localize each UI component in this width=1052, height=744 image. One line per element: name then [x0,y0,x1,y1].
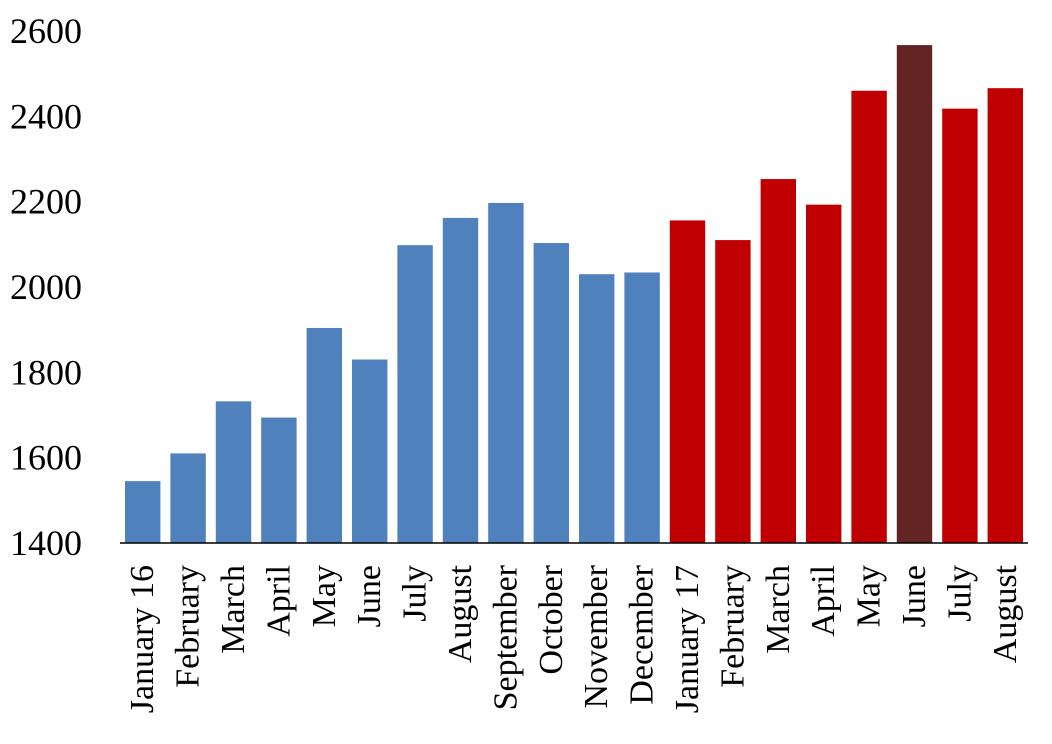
x-tick-label: December [624,564,661,704]
bar-11 [624,272,660,543]
x-tick-label: July [941,565,978,622]
x-tick-label: February [170,565,207,688]
y-tick-label: 2400 [10,96,82,136]
y-tick-label: 1600 [10,438,82,478]
bar-6 [397,245,433,543]
bar-3 [261,417,297,543]
x-tick-label: October [533,564,570,674]
bar-4 [306,327,342,543]
y-tick-label: 1400 [10,523,82,563]
x-tick-label: April [260,565,297,637]
x-tick-label: January 16 [124,565,161,713]
bar-9 [533,243,569,544]
x-tick-label: June [896,565,933,627]
bar-16 [851,90,887,543]
bar-18 [942,108,978,544]
bar-5 [351,359,388,543]
x-tick-label: August [442,564,479,663]
bar-1 [170,453,206,543]
x-tick-labels: January 16 February March April May June July A… [124,564,1024,713]
x-tick-label: April [805,565,842,637]
x-tick-label: January 17 [669,565,706,713]
bar-0 [124,481,161,543]
x-tick-label: May [851,565,888,627]
bar-2 [215,401,252,543]
bar-14 [760,179,796,544]
y-tick-labels: 1400 1600 1800 2000 2200 2400 2600 [10,11,82,563]
bar-19 [987,88,1023,544]
y-tick-label: 2200 [10,182,82,222]
x-tick-label: August [987,564,1024,663]
x-tick-label: February [714,565,751,688]
y-tick-label: 2600 [10,11,82,51]
bar-13 [715,240,751,543]
bars-group [124,45,1023,544]
x-tick-label: March [215,565,252,654]
x-tick-label: July [397,565,434,622]
y-tick-label: 1800 [10,352,82,392]
bar-12 [669,220,706,543]
bar-17 [896,45,933,543]
x-tick-label: March [760,565,797,654]
bar-7 [442,217,479,543]
y-tick-label: 2000 [10,267,82,307]
x-tick-label: June [351,565,388,627]
bar-8 [488,202,524,543]
x-tick-label: September [487,564,524,710]
bar-15 [805,204,842,543]
x-tick-label: May [306,565,343,627]
x-tick-label: November [578,564,615,708]
bar-10 [578,274,615,543]
